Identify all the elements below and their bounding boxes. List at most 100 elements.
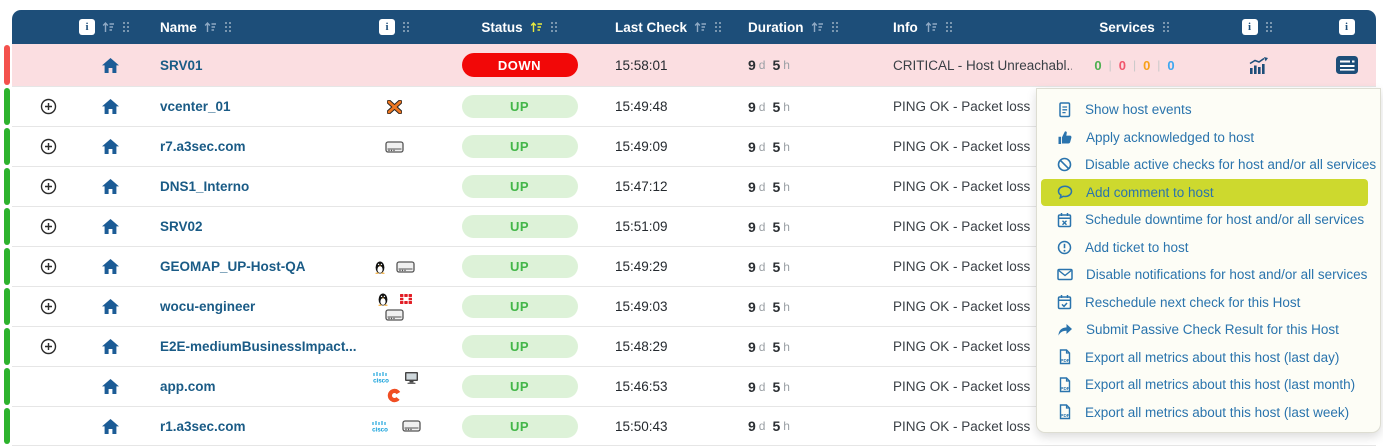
calendar-check-icon (1057, 294, 1072, 310)
header-name-column[interactable]: Name (136, 20, 357, 35)
context-menu-item[interactable]: PDF Export all metrics about this host (l… (1037, 344, 1380, 372)
esx-icon (387, 99, 402, 114)
expand-row-icon[interactable] (40, 298, 57, 315)
drag-handle-icon[interactable] (1265, 21, 1273, 33)
host-name-link[interactable]: vcenter_01 (160, 99, 231, 114)
header-expand-column[interactable]: i (12, 19, 136, 35)
header-services-label: Services (1099, 19, 1155, 35)
context-menu-item[interactable]: Submit Passive Check Result for this Hos… (1037, 316, 1380, 344)
last-check-time: 15:48:29 (615, 339, 668, 354)
home-icon[interactable] (101, 418, 119, 434)
expand-row-icon[interactable] (40, 258, 57, 275)
expand-row-icon[interactable] (40, 178, 57, 195)
drag-handle-icon[interactable] (122, 21, 130, 33)
sort-icon[interactable] (102, 21, 115, 33)
header-os-column[interactable]: i (357, 19, 432, 35)
header-last-check-column[interactable]: Last Check (607, 20, 732, 35)
info-badge-icon: i (1241, 19, 1258, 35)
swirl-icon (387, 388, 402, 403)
sort-icon[interactable] (925, 21, 938, 33)
drag-handle-icon[interactable] (945, 21, 953, 33)
sort-icon[interactable] (204, 21, 217, 33)
row-status-bar (4, 168, 10, 205)
context-menu-item[interactable]: Reschedule next check for this Host (1037, 289, 1380, 317)
info-badge-icon: i (79, 19, 95, 35)
context-menu-item[interactable]: Disable notifications for host and/or al… (1037, 261, 1380, 289)
header-services-column[interactable]: Services (1072, 20, 1197, 35)
plugin-output-text: PING OK - Packet loss (893, 219, 1031, 234)
host-actions-menu-icon[interactable] (1335, 56, 1358, 74)
context-menu-item[interactable]: Add comment to host (1041, 178, 1368, 206)
expand-row-icon[interactable] (40, 218, 57, 235)
drag-handle-icon[interactable] (402, 21, 410, 33)
host-row-SRV01: SRV01 DOWN 15:58:01 9 d 5 h CRITICAL - Host Unr… (0, 44, 1383, 87)
file-pdf-icon: PDF (1057, 377, 1072, 393)
host-name-link[interactable]: DNS1_Interno (160, 179, 250, 194)
context-menu-item[interactable]: Disable active checks for host and/or al… (1037, 151, 1380, 179)
context-menu-item[interactable]: Show host events (1037, 96, 1380, 124)
context-menu-item-label: Disable notifications for host and/or al… (1086, 267, 1368, 283)
info-badge-icon: i (379, 19, 395, 35)
header-status-label: Status (481, 19, 523, 35)
header-name-label: Name (160, 19, 197, 35)
header-last-check-label: Last Check (615, 19, 688, 35)
sort-icon[interactable] (811, 21, 824, 33)
sort-icon[interactable] (694, 21, 707, 33)
host-name-link[interactable]: wocu-engineer (160, 299, 256, 314)
host-name-link[interactable]: E2E-mediumBusinessImpact... (160, 339, 357, 354)
context-menu-item[interactable]: PDF Export all metrics about this host (l… (1037, 371, 1380, 399)
ban-icon (1057, 157, 1072, 172)
last-check-time: 15:49:03 (615, 299, 668, 314)
header-duration-column[interactable]: Duration (732, 20, 867, 35)
sort-icon-active[interactable] (530, 21, 543, 33)
home-icon[interactable] (101, 339, 119, 354)
home-icon[interactable] (101, 139, 119, 154)
drag-handle-icon[interactable] (831, 21, 839, 33)
drag-handle-icon[interactable] (224, 21, 232, 33)
host-name-link[interactable]: GEOMAP_UP-Host-QA (160, 259, 306, 274)
last-check-time: 15:50:43 (615, 418, 668, 434)
home-icon[interactable] (101, 179, 119, 194)
header-info-column[interactable]: Info (867, 20, 1072, 35)
header-actions-column[interactable]: i (1317, 19, 1376, 35)
home-icon[interactable] (101, 379, 119, 394)
home-icon[interactable] (101, 259, 119, 274)
host-name-link[interactable]: r1.a3sec.com (160, 418, 246, 434)
expand-row-icon[interactable] (40, 138, 57, 155)
service-count[interactable]: 0 (1143, 57, 1151, 73)
home-icon[interactable] (101, 57, 119, 73)
service-count[interactable]: 0 (1118, 57, 1126, 73)
context-menu-item[interactable]: PDF Export all metrics about this host (l… (1037, 399, 1380, 427)
home-icon[interactable] (101, 219, 119, 234)
server-icon (402, 420, 421, 432)
home-icon[interactable] (101, 299, 119, 314)
host-name-link[interactable]: r7.a3sec.com (160, 139, 246, 154)
home-icon[interactable] (101, 99, 119, 114)
drag-handle-icon[interactable] (1162, 21, 1170, 33)
host-name-link[interactable]: SRV02 (160, 219, 203, 234)
drag-handle-icon[interactable] (550, 21, 558, 33)
plugin-output-text: CRITICAL - Host Unreachabl... (893, 57, 1072, 73)
context-menu-item[interactable]: Schedule downtime for host and/or all se… (1037, 206, 1380, 234)
expand-row-icon[interactable] (40, 98, 57, 115)
drag-handle-icon[interactable] (714, 21, 722, 33)
info-badge-icon: i (1338, 19, 1355, 35)
header-status-column[interactable]: Status (432, 20, 607, 35)
header-metrics-column[interactable]: i (1197, 19, 1317, 35)
context-menu-item[interactable]: Add ticket to host (1037, 234, 1380, 262)
svg-text:PDF: PDF (1060, 386, 1069, 391)
expand-row-icon[interactable] (40, 338, 57, 355)
metrics-chart-icon[interactable] (1247, 56, 1268, 74)
fortinet-icon (399, 293, 413, 305)
service-count[interactable]: 0 (1094, 57, 1102, 73)
host-name-link[interactable]: SRV01 (160, 57, 203, 73)
calendar-xmark-icon (1057, 212, 1072, 228)
host-name-link[interactable]: app.com (160, 379, 216, 394)
server-icon (385, 140, 404, 153)
context-menu-item[interactable]: Apply acknowledged to host (1037, 124, 1380, 152)
status-badge: UP (461, 215, 578, 238)
service-count[interactable]: 0 (1167, 57, 1175, 73)
server-icon (385, 309, 404, 321)
